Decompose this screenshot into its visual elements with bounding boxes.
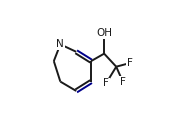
Text: OH: OH xyxy=(96,28,112,38)
Text: F: F xyxy=(120,77,126,87)
Text: F: F xyxy=(103,78,109,88)
Text: F: F xyxy=(127,58,133,68)
Text: N: N xyxy=(56,39,64,49)
